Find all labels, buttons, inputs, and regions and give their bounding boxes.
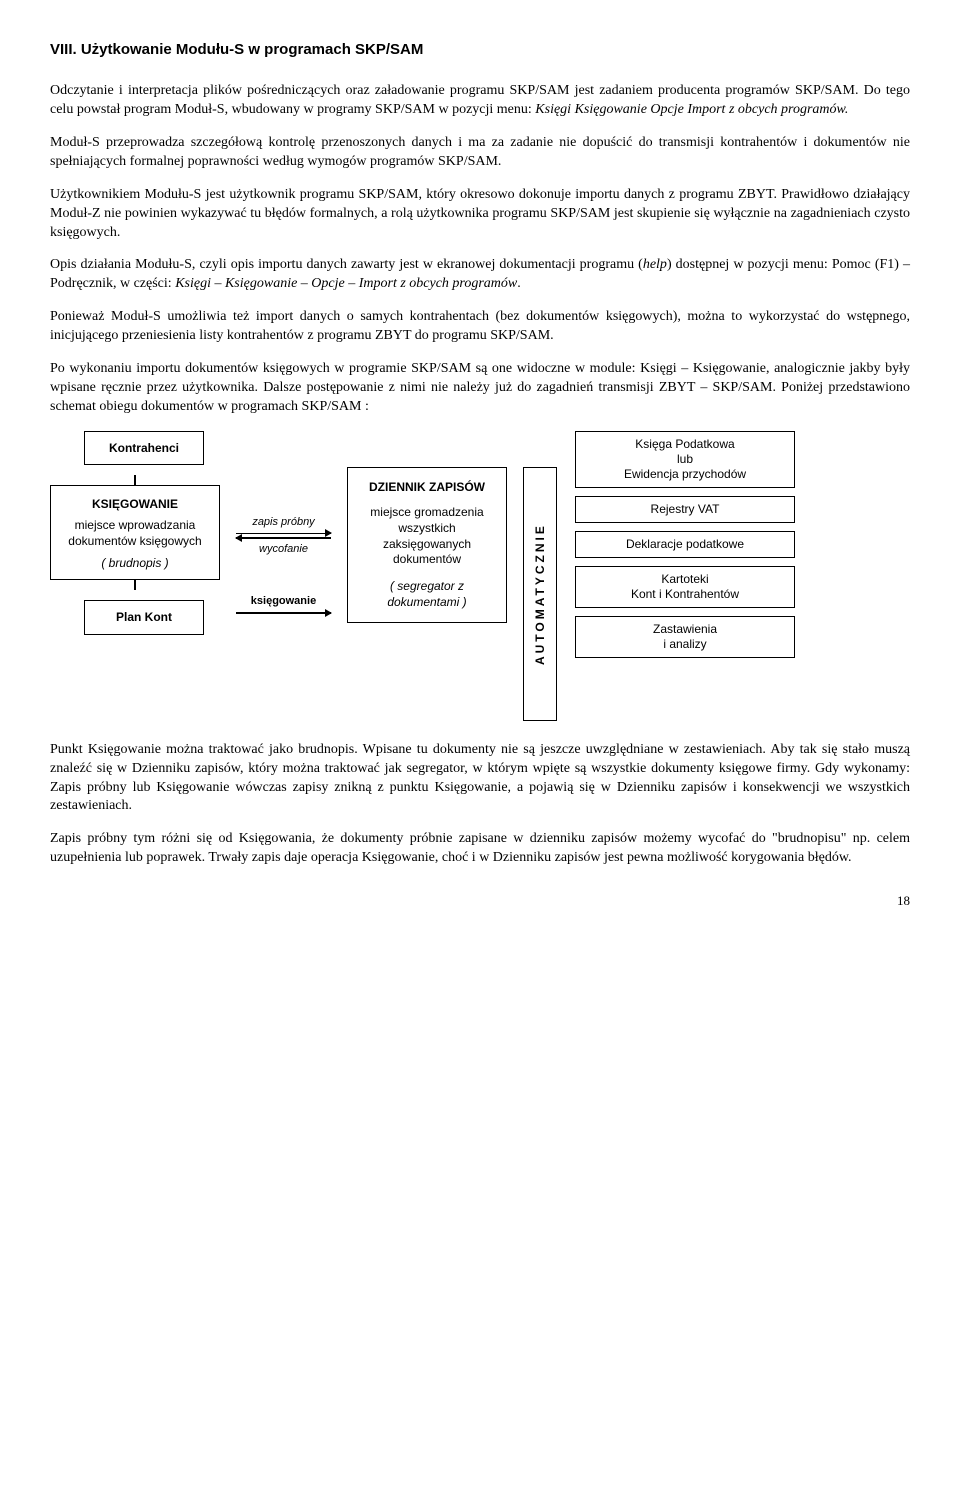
arrow-right-icon <box>236 533 331 535</box>
text-run: Opis działania Modułu-S, czyli opis impo… <box>50 257 643 272</box>
box-zestawienia: Zastawieniai analizy <box>575 616 795 658</box>
paragraph: Opis działania Modułu-S, czyli opis impo… <box>50 256 910 294</box>
paragraph: Po wykonaniu importu dokumentów księgowy… <box>50 360 910 417</box>
box-text: miejsce wprowadzania dokumentów księgowy… <box>59 518 211 549</box>
box-kontrahenci: Kontrahenci <box>84 431 204 465</box>
arrow-right-icon <box>236 612 331 614</box>
arrow-label: zapis próbny <box>236 515 331 530</box>
box-rejestry-vat: Rejestry VAT <box>575 496 795 523</box>
arrow-zapis-probny: zapis próbny wycofanie <box>236 515 331 557</box>
arrow-label: wycofanie <box>236 542 331 557</box>
text-run: . <box>517 276 521 291</box>
box-deklaracje: Deklaracje podatkowe <box>575 531 795 558</box>
box-text: miejsce gromadzenia wszystkich zaksięgow… <box>358 505 496 567</box>
arrow-label: księgowanie <box>236 594 331 609</box>
diagram-arrows-column: zapis próbny wycofanie księgowanie <box>236 431 331 635</box>
box-ksiegowanie: KSIĘGOWANIE miejsce wprowadzania dokumen… <box>50 485 220 581</box>
box-dziennik: DZIENNIK ZAPISÓW miejsce gromadzenia wsz… <box>347 467 507 623</box>
vertical-label: AUTOMATYCZNIE <box>532 523 548 665</box>
paragraph: Użytkownikiem Modułu-S jest użytkownik p… <box>50 186 910 243</box>
text-run-italic: Księgi Księgowanie Opcje Import z obcych… <box>535 102 848 117</box>
arrow-left-icon <box>236 537 331 539</box>
section-heading: VIII. Użytkowanie Modułu-S w programach … <box>50 40 910 60</box>
paragraph: Punkt Księgowanie można traktować jako b… <box>50 741 910 817</box>
box-kartoteki: KartotekiKont i Kontrahentów <box>575 566 795 608</box>
box-italic: ( segregator z dokumentami ) <box>358 578 496 610</box>
diagram-right-column: Księga PodatkowalubEwidencja przychodów … <box>575 431 795 658</box>
arrow-ksiegowanie: księgowanie <box>236 594 331 616</box>
flow-diagram: Kontrahenci KSIĘGOWANIE miejsce wprowadz… <box>50 431 910 721</box>
diagram-center-column: DZIENNIK ZAPISÓW miejsce gromadzenia wsz… <box>347 431 507 623</box>
box-plankont: Plan Kont <box>84 600 204 634</box>
connector <box>134 580 136 590</box>
box-header: DZIENNIK ZAPISÓW <box>358 480 496 496</box>
box-header: KSIĘGOWANIE <box>59 496 211 512</box>
paragraph: Moduł-S przeprowadza szczegółową kontrol… <box>50 134 910 172</box>
page-number: 18 <box>50 892 910 910</box>
paragraph: Odczytanie i interpretacja plików pośred… <box>50 82 910 120</box>
box-ksiega-podatkowa: Księga PodatkowalubEwidencja przychodów <box>575 431 795 488</box>
paragraph: Ponieważ Moduł-S umożliwia też import da… <box>50 308 910 346</box>
paragraph: Zapis próbny tym różni się od Księgowani… <box>50 830 910 868</box>
connector <box>134 475 136 485</box>
box-italic: ( brudnopis ) <box>59 555 211 571</box>
diagram-left-column: Kontrahenci KSIĘGOWANIE miejsce wprowadz… <box>50 431 220 635</box>
text-run-italic: help <box>643 257 667 272</box>
text-run-italic: Księgi – Księgowanie – Opcje – Import z … <box>175 276 517 291</box>
box-automatycznie: AUTOMATYCZNIE <box>523 467 557 721</box>
diagram-auto-column: AUTOMATYCZNIE <box>523 431 559 721</box>
